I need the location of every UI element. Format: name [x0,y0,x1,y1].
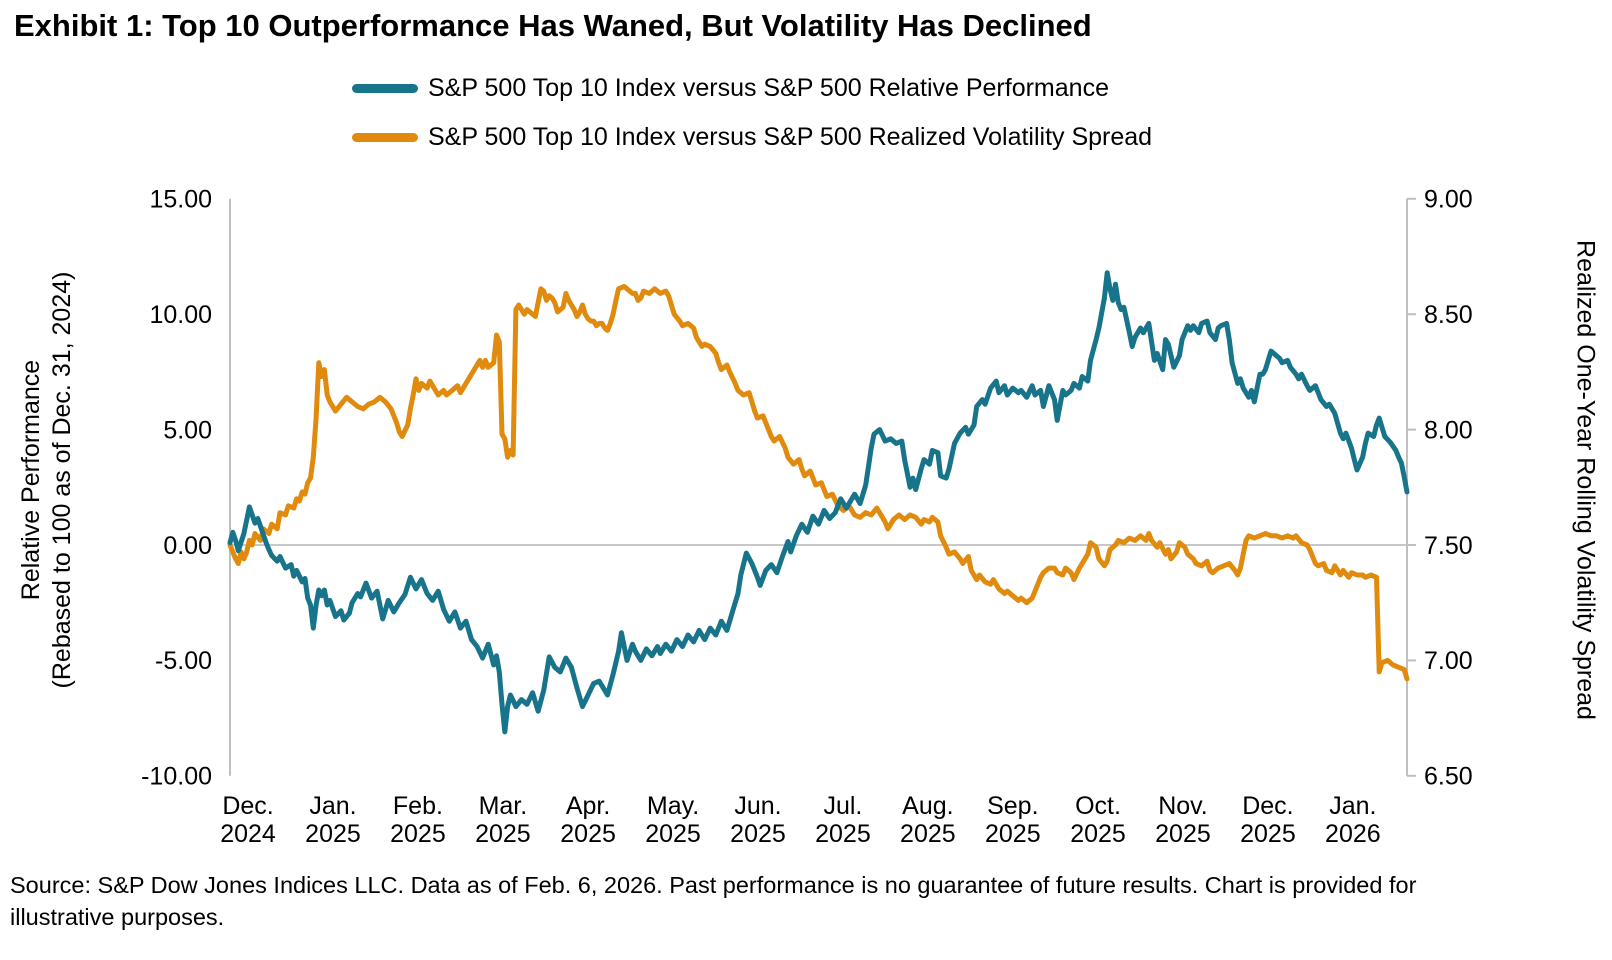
x-axis-tick-label-month: Dec. [1242,792,1293,820]
legend-swatch-relative-performance [352,83,418,93]
x-axis-tick-label-year: 2026 [1325,820,1381,848]
x-axis-tick-label-year: 2025 [645,820,701,848]
chart-title: Exhibit 1: Top 10 Outperformance Has Wan… [14,8,1092,43]
x-axis-tick-label-month: Feb. [393,792,443,820]
x-axis-tick-label-year: 2025 [305,820,361,848]
series-line-relative-performance [227,270,1410,735]
legend-label-volatility-spread: S&P 500 Top 10 Index versus S&P 500 Real… [428,122,1153,151]
x-axis-tick-label-year: 2025 [560,820,616,848]
left-axis-tick-label: 15.00 [149,186,212,214]
legend-item-volatility-spread: S&P 500 Top 10 Index versus S&P 500 Real… [352,122,1152,152]
x-axis-tick-label-month: Apr. [566,792,610,820]
x-axis-tick-label-year: 2025 [1240,820,1296,848]
x-axis-tick-label-year: 2024 [220,820,276,848]
x-axis-tick-label-year: 2025 [900,820,956,848]
legend: S&P 500 Top 10 Index versus S&P 500 Rela… [352,73,1152,152]
right-axis-tick-label: 7.50 [1424,532,1473,560]
x-axis-tick-label-month: Sep. [987,792,1038,820]
x-axis-tick-label-month: Jan. [309,792,356,820]
left-axis-tick-label: -10.00 [141,763,212,791]
right-axis-tick-label: 7.00 [1424,647,1473,675]
x-axis-tick-label-month: May. [647,792,699,820]
right-axis-tick-label: 9.00 [1424,186,1473,214]
x-axis-tick-label-month: Dec. [222,792,273,820]
x-axis-tick-label-month: Nov. [1158,792,1208,820]
x-axis-tick-label-year: 2025 [1070,820,1126,848]
x-axis-tick-label-year: 2025 [475,820,531,848]
left-axis-tick-label: -5.00 [155,647,212,675]
x-axis-tick-label-year: 2025 [390,820,446,848]
right-axis-tick-label: 6.50 [1424,763,1473,791]
x-axis-tick-label-year: 2025 [985,820,1041,848]
right-axis-tick-label: 8.00 [1424,416,1473,444]
source-note: Source: S&P Dow Jones Indices LLC. Data … [10,869,1605,933]
x-axis-tick-label-year: 2025 [730,820,786,848]
x-axis-tick-label-month: Jun. [734,792,781,820]
left-axis-tick-label: 5.00 [163,416,212,444]
x-axis-tick-label-month: Jan. [1329,792,1376,820]
series-line-volatility-spread [227,284,1410,682]
x-axis-tick-label-month: Jul. [823,792,862,820]
left-axis-tick-label: 10.00 [149,301,212,329]
right-axis-tick-label: 8.50 [1424,301,1473,329]
legend-item-relative-performance: S&P 500 Top 10 Index versus S&P 500 Rela… [352,73,1152,103]
legend-swatch-volatility-spread [352,132,418,142]
legend-label-relative-performance: S&P 500 Top 10 Index versus S&P 500 Rela… [428,73,1109,102]
x-axis-tick-label-year: 2025 [1155,820,1211,848]
left-axis-tick-label: 0.00 [163,532,212,560]
x-axis-tick-label-month: Oct. [1075,792,1121,820]
x-axis-tick-label-month: Aug. [902,792,953,820]
source-note-line1: Source: S&P Dow Jones Indices LLC. Data … [10,872,1417,898]
x-axis-tick-label-year: 2025 [815,820,871,848]
source-note-line2: illustrative purposes. [10,904,225,930]
x-axis-tick-label-month: Mar. [479,792,528,820]
